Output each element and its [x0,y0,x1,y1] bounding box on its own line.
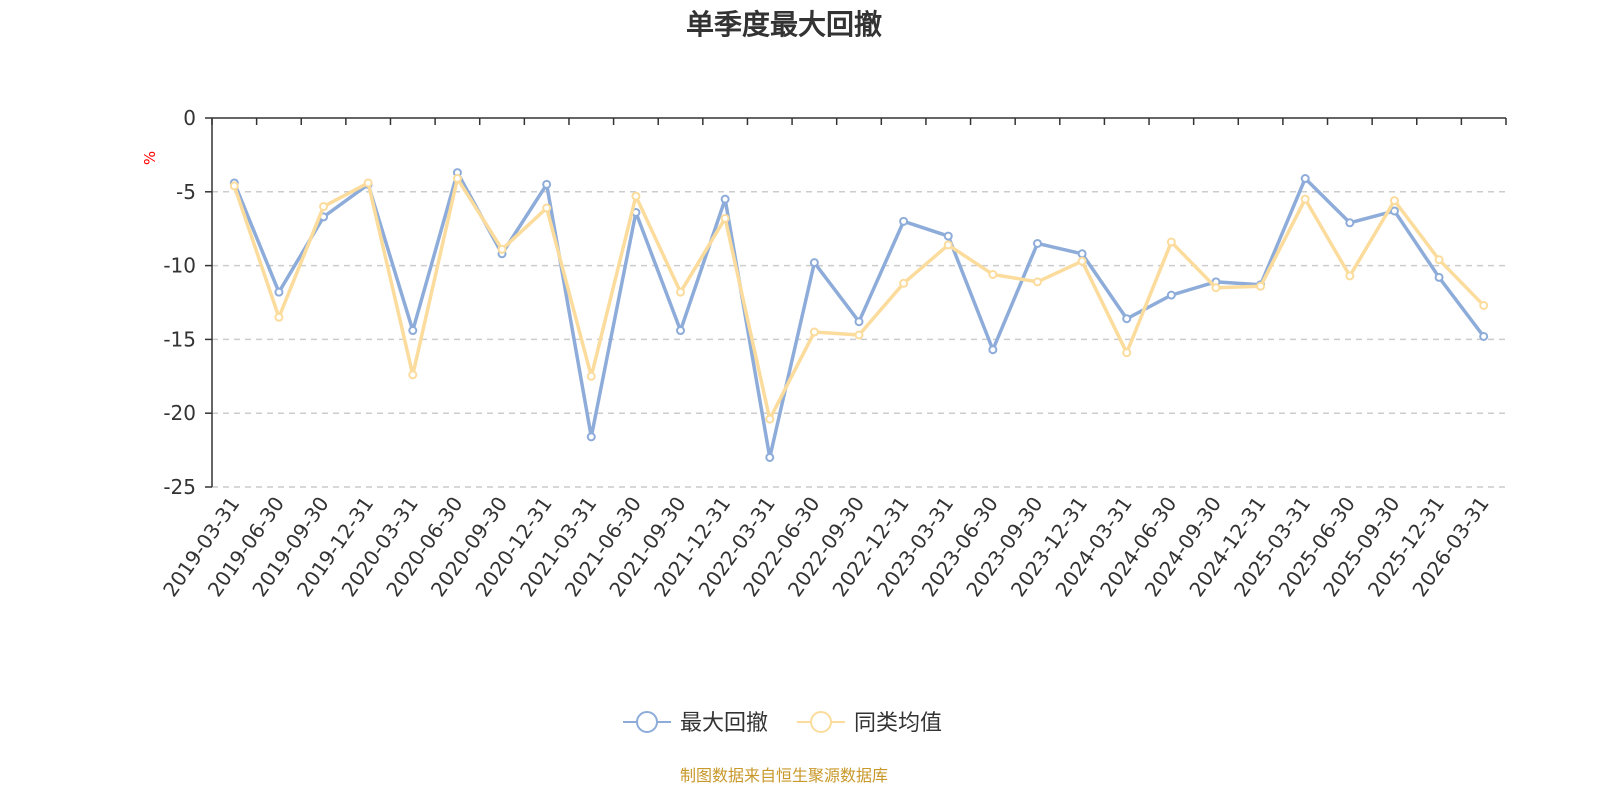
y-tick-label: 0 [183,106,196,130]
data-point [1032,277,1042,287]
data-point [1345,271,1355,281]
data-point [586,432,596,442]
data-point [1122,348,1132,358]
data-point [765,452,775,462]
data-point [1256,281,1266,291]
data-point [229,181,239,191]
data-point [1122,314,1132,324]
y-tick-label: -15 [163,327,196,351]
data-point [363,178,373,188]
legend-label: 同类均值 [854,711,942,736]
legend-marker [810,711,832,733]
data-point [854,330,864,340]
data-point [1300,174,1310,184]
series-layer [229,168,1489,462]
data-point [1389,196,1399,206]
grid-lines [212,191,1506,488]
y-tick-label: -25 [163,475,196,499]
data-point [274,312,284,322]
data-point [1479,300,1489,310]
data-point [1166,290,1176,300]
data-point [1300,194,1310,204]
data-point [809,258,819,268]
data-point [1434,272,1444,282]
y-axis-unit-label: % [141,151,159,165]
series-1 [229,168,1489,462]
data-point [899,278,909,288]
y-tick-label: -5 [176,180,196,204]
data-point [274,287,284,297]
series-2 [229,174,1489,424]
data-point [1479,331,1489,341]
y-tick-label: -10 [163,254,196,278]
legend-item-2[interactable]: 同类均值 [797,711,942,736]
data-point [542,203,552,213]
data-point [1389,206,1399,216]
data-point [408,326,418,336]
data-point [1032,238,1042,248]
data-point [765,414,775,424]
data-point [676,326,686,336]
data-point [1345,218,1355,228]
chart-title: 单季度最大回撤 [686,8,882,41]
data-point [854,317,864,327]
data-point [452,174,462,184]
legend-item-1[interactable]: 最大回撤 [623,711,768,736]
data-point [1434,255,1444,265]
data-point [988,345,998,355]
data-point [720,213,730,223]
data-point [1166,237,1176,247]
data-point [1211,283,1221,293]
data-point [319,202,329,212]
data-point [1077,256,1087,266]
data-point [586,371,596,381]
data-point [809,327,819,337]
data-point [497,244,507,254]
data-point [631,191,641,201]
legend[interactable]: 最大回撤 同类均值 [623,711,942,736]
data-point [899,216,909,226]
data-point [1077,249,1087,259]
data-point [676,287,686,297]
data-point [943,240,953,250]
legend-label: 最大回撤 [680,711,768,736]
legend-marker [636,711,658,733]
data-point [542,179,552,189]
data-point [943,231,953,241]
source-note: 制图数据来自恒生聚源数据库 [680,766,888,785]
y-tick-label: -20 [163,401,196,425]
data-point [720,194,730,204]
data-point [408,370,418,380]
data-point [988,269,998,279]
